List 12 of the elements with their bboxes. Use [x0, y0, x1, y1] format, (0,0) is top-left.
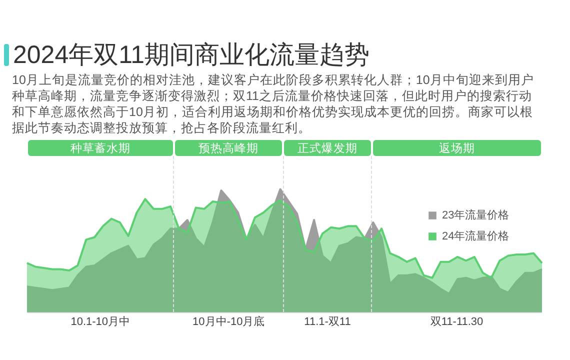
- tab-box: 返场期: [372, 140, 541, 156]
- tab-box: 正式爆发期: [284, 140, 371, 156]
- text: 10.1-10月中: [70, 315, 130, 328]
- chart-subtitle: 10月上旬是流量竞价的相对洼池，建议客户在此阶段多积累转化人群；10月中旬迎来到用户种草高峰期，流量竞争逐渐变得激烈；双11之后流量价格快速回落，但此时用户的搜索行动和下单意愿依然高于10月初，适合利用返场期和价格优势实现成本更优的回捞。商家可以根据此节奏动态调整投放预算，抢占各阶段流量红利。: [12, 72, 535, 136]
- text: 10月中-10月底: [192, 315, 265, 328]
- tab-box: 预热高峰期: [174, 140, 282, 156]
- chart-title: 2024年双11期间商业化流量趋势: [13, 40, 370, 71]
- text: 11.1-双11: [304, 316, 351, 328]
- tab-box: 种草蓄水期: [28, 140, 173, 156]
- text: 双11-11.30: [430, 316, 484, 328]
- legend-label: 23年流量价格: [442, 208, 510, 222]
- legend-label: 24年流量价格: [442, 230, 510, 242]
